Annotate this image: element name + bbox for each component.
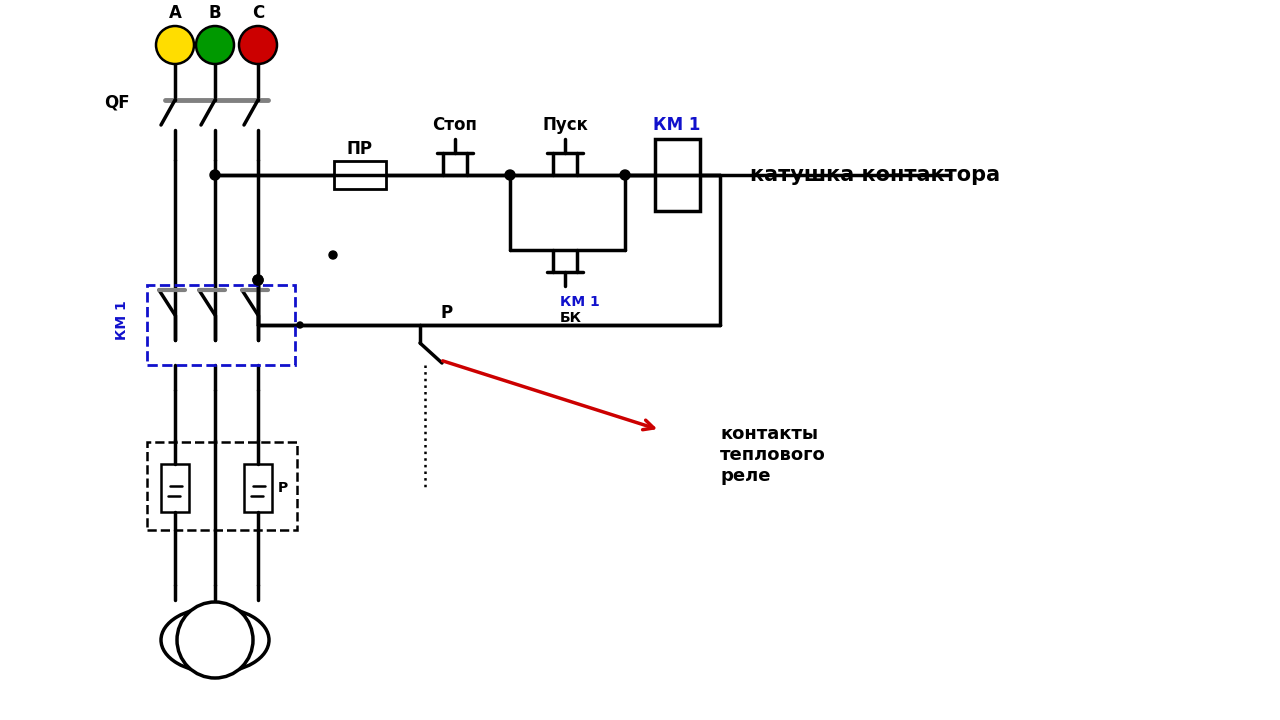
Circle shape [506, 170, 515, 180]
Text: БК: БК [561, 311, 582, 325]
Text: КМ 1: КМ 1 [561, 295, 600, 309]
Text: C: C [252, 4, 264, 22]
Text: КМ 1: КМ 1 [653, 116, 700, 134]
Text: B: B [209, 4, 221, 22]
Text: контакты
теплового
реле: контакты теплового реле [719, 426, 826, 485]
Text: QF: QF [105, 93, 131, 111]
Circle shape [329, 251, 337, 259]
Text: Стоп: Стоп [433, 116, 477, 134]
Bar [147, 442, 297, 530]
Text: катушка контактора: катушка контактора [750, 165, 1000, 185]
Text: Р: Р [278, 481, 288, 495]
Circle shape [196, 26, 234, 64]
Circle shape [210, 170, 220, 180]
Text: М: М [204, 630, 227, 650]
Text: КМ 1: КМ 1 [115, 300, 129, 340]
Circle shape [253, 275, 262, 285]
Circle shape [156, 26, 195, 64]
Circle shape [620, 170, 630, 180]
Circle shape [239, 26, 276, 64]
Text: A: A [169, 4, 182, 22]
Text: Р: Р [440, 304, 452, 322]
Circle shape [177, 602, 253, 678]
Text: ПР: ПР [347, 140, 372, 158]
Circle shape [253, 275, 262, 285]
Circle shape [297, 322, 303, 328]
Text: Пуск: Пуск [541, 116, 588, 134]
Bar [147, 285, 294, 365]
